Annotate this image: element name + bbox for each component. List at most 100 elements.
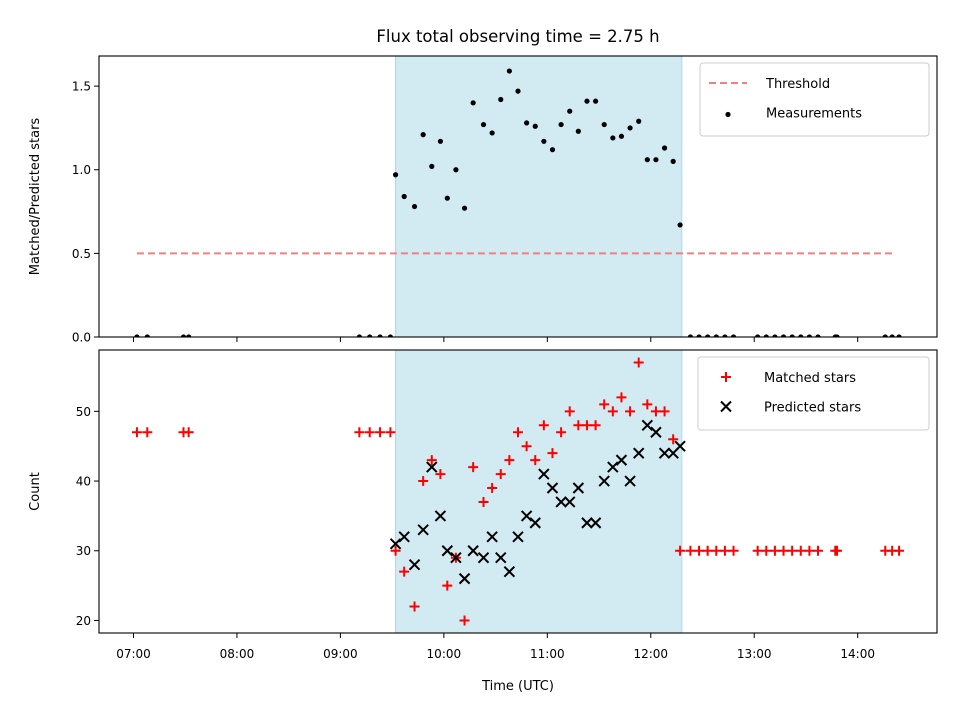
measurements-point [772, 334, 778, 337]
matched-stars-point [694, 545, 705, 556]
matched-stars-point [894, 545, 905, 556]
matched-stars-point [769, 545, 780, 556]
predicted-stars-point [450, 552, 462, 564]
matched-stars-point [831, 545, 842, 556]
y-axis-label: Matched/Predicted stars [28, 118, 43, 276]
measurements-point [575, 128, 581, 134]
y-tick-label: 40 [76, 475, 91, 489]
measurements-point [461, 205, 468, 211]
matched-stars-point [487, 483, 498, 494]
measurements-point [670, 158, 676, 164]
matched-stars-point [752, 545, 763, 556]
measurements-point [453, 167, 459, 173]
observing-window-span [395, 55, 683, 338]
legend: Threshold Measurements [699, 62, 930, 137]
matched-stars-point [530, 455, 541, 466]
measurements-point [661, 145, 668, 151]
matched-stars-point [556, 427, 567, 438]
measurements-point [798, 334, 804, 337]
measurements-point [889, 334, 895, 337]
legend-label: Threshold [765, 77, 830, 92]
matched-stars-point [625, 406, 636, 417]
measurements-point [601, 121, 607, 128]
measurements-point [515, 88, 521, 94]
predicted-stars-point [538, 468, 550, 480]
measurements-point [644, 157, 650, 163]
x-tick-label: 08:00 [220, 647, 255, 661]
matched-stars-point [354, 427, 365, 438]
measurements-point [567, 108, 573, 114]
predicted-stars-point [426, 461, 438, 473]
y-tick-label: 0.5 [72, 247, 91, 261]
measurements-point [420, 132, 426, 138]
x-tick-label: 10:00 [427, 647, 462, 661]
matched-stars-point [813, 545, 824, 556]
matched-stars-point [142, 427, 153, 438]
measurements-point [558, 121, 564, 128]
measurements-point [636, 118, 642, 124]
predicted-stars-point [555, 496, 567, 508]
measurements-point [815, 334, 821, 337]
predicted-stars-point [581, 517, 593, 529]
matched-stars-point [778, 545, 789, 556]
matched-stars-point [131, 427, 142, 438]
legend-label: Measurements [766, 107, 862, 122]
matched-stars-point [685, 545, 696, 556]
matched-stars-point [616, 392, 627, 403]
measurements-point [541, 138, 547, 144]
chart-title: Flux total observing time = 2.75 h [376, 27, 659, 46]
measurements-point [687, 334, 694, 337]
matched-stars-point [375, 427, 386, 438]
measurements-point [498, 96, 504, 103]
predicted-stars-point [624, 475, 636, 487]
x-tick-label: 13:00 [737, 647, 772, 661]
matched-stars-point [573, 420, 584, 431]
measurements-point [367, 334, 373, 337]
y-tick-label: 50 [76, 405, 91, 419]
measurements-point [763, 334, 769, 337]
predicted-stars-point [503, 565, 516, 578]
matched-stars-point [538, 420, 549, 431]
x-tick-label: 11:00 [530, 647, 565, 661]
legend-symbol [725, 111, 731, 118]
measurements-point [392, 172, 399, 178]
measurements-point [524, 120, 530, 126]
matched-stars-point [513, 427, 523, 438]
matched-stars-point [547, 448, 558, 459]
measurements-point [186, 334, 192, 337]
predicted-stars-point [529, 517, 541, 529]
y-tick-label: 1.0 [72, 163, 91, 177]
matched-stars-point [599, 399, 610, 410]
measurements-point [653, 157, 659, 163]
observing-window-span [395, 349, 683, 634]
predicted-stars-point [598, 475, 610, 487]
matched-stars-point [607, 406, 618, 417]
measurements-point [677, 222, 683, 228]
measurements-point [755, 334, 761, 337]
predicted-stars-point [632, 447, 645, 459]
measurements-point [401, 193, 407, 200]
matched-stars-point [590, 420, 601, 431]
measurements-point [789, 334, 795, 337]
measurements-point [506, 68, 512, 74]
measurements-point [834, 334, 840, 337]
matched-stars-point [659, 406, 670, 417]
measurements-point [610, 135, 616, 141]
predicted-stars-point [572, 482, 585, 494]
predicted-stars-point [408, 558, 421, 571]
predicted-stars-point [398, 531, 410, 543]
predicted-stars-point [641, 419, 654, 431]
y-tick-label: 1.5 [72, 80, 91, 94]
y-tick-label: 0.0 [72, 331, 91, 345]
predicted-stars-point [434, 510, 447, 522]
matched-stars-point [804, 545, 815, 556]
x-tick-label: 07:00 [116, 647, 151, 661]
predicted-stars-point [495, 552, 507, 564]
predicted-stars-point [512, 531, 524, 543]
matched-stars-point [728, 545, 739, 556]
measurements-point [180, 334, 187, 337]
matched-stars-point [495, 469, 506, 480]
measurements-point [134, 334, 140, 337]
measurements-point [444, 195, 450, 201]
